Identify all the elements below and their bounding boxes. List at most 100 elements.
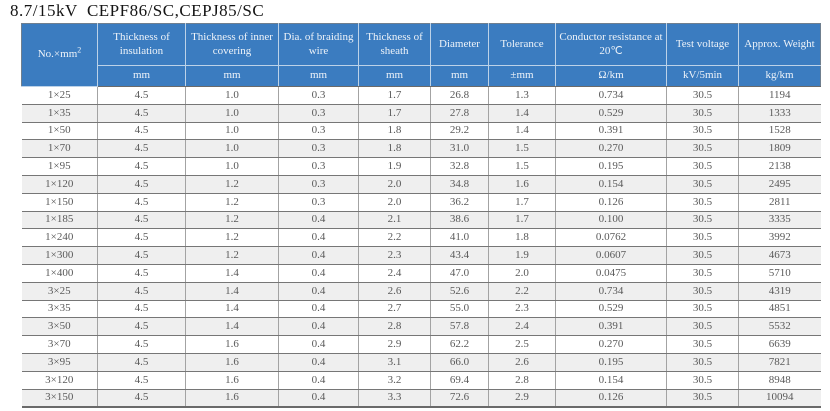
value-cell: 1.3	[488, 86, 556, 105]
table-row: 3×25 4.5 1.4 0.4 2.6 52.6 2.2 0.734 30.5 4319	[21, 281, 821, 301]
value-cell: 2.0	[358, 192, 431, 212]
value-cell: 4319	[738, 281, 821, 301]
value-cell: 36.2	[430, 192, 489, 212]
column-header: Test voltage	[666, 23, 739, 66]
value-cell: 4.5	[97, 228, 186, 248]
value-cell: 1.0	[185, 103, 279, 123]
value-cell: 1.4	[488, 103, 556, 123]
value-cell: 0.3	[278, 121, 359, 141]
column-header: Conductor resistance at 20℃	[555, 23, 667, 66]
size-cell: 3×35	[21, 299, 98, 319]
value-cell: 30.5	[666, 281, 739, 301]
value-cell: 0.3	[278, 157, 359, 176]
value-cell: 4.5	[97, 263, 186, 283]
table-header: No.×mm2 Thickness of insulation Thickness …	[21, 23, 821, 87]
value-cell: 0.126	[555, 388, 667, 409]
value-cell: 2.4	[358, 263, 431, 283]
value-cell: 2.2	[488, 281, 556, 301]
value-cell: 30.5	[666, 174, 739, 194]
size-cell: 1×50	[21, 121, 98, 141]
value-cell: 1.6	[488, 174, 556, 194]
value-cell: 4.5	[97, 210, 186, 230]
value-cell: 1.2	[185, 246, 279, 265]
column-unit: mm	[358, 65, 431, 87]
table-row: 1×300 4.5 1.2 0.4 2.3 43.4 1.9 0.0607 30.5 4673	[21, 246, 821, 265]
value-cell: 43.4	[430, 246, 489, 265]
value-cell: 4.5	[97, 103, 186, 123]
value-cell: 3.2	[358, 370, 431, 390]
value-cell: 0.4	[278, 370, 359, 390]
table-row: 1×400 4.5 1.4 0.4 2.4 47.0 2.0 0.0475 30.5 5710	[21, 263, 821, 283]
value-cell: 30.5	[666, 157, 739, 176]
column-header: Thickness of sheath	[358, 23, 431, 66]
cable-spec-table: No.×mm2 Thickness of insulation Thickness …	[21, 23, 821, 409]
value-cell: 1.0	[185, 86, 279, 105]
table-row: 3×120 4.5 1.6 0.4 3.2 69.4 2.8 0.154 30.5 8948	[21, 370, 821, 390]
table-row: 1×95 4.5 1.0 0.3 1.9 32.8 1.5 0.195 30.5 2138	[21, 157, 821, 176]
value-cell: 0.100	[555, 210, 667, 230]
value-cell: 1.9	[488, 246, 556, 265]
table-row: 1×25 4.5 1.0 0.3 1.7 26.8 1.3 0.734 30.5 1194	[21, 86, 821, 105]
value-cell: 0.529	[555, 299, 667, 319]
value-cell: 2.2	[358, 228, 431, 248]
value-cell: 8948	[738, 370, 821, 390]
value-cell: 30.5	[666, 139, 739, 159]
size-cell: 1×185	[21, 210, 98, 230]
value-cell: 29.2	[430, 121, 489, 141]
size-cell: 3×120	[21, 370, 98, 390]
value-cell: 1809	[738, 139, 821, 159]
value-cell: 2.6	[488, 352, 556, 372]
value-cell: 2.9	[488, 388, 556, 409]
value-cell: 4.5	[97, 139, 186, 159]
value-cell: 1.7	[358, 86, 431, 105]
value-cell: 5532	[738, 317, 821, 337]
value-cell: 4.5	[97, 370, 186, 390]
value-cell: 0.391	[555, 317, 667, 337]
value-cell: 0.4	[278, 335, 359, 354]
value-cell: 0.4	[278, 228, 359, 248]
value-cell: 6639	[738, 335, 821, 354]
value-cell: 30.5	[666, 192, 739, 212]
value-cell: 1.8	[488, 228, 556, 248]
value-cell: 1.9	[358, 157, 431, 176]
value-cell: 0.3	[278, 103, 359, 123]
value-cell: 1.0	[185, 157, 279, 176]
value-cell: 1.7	[488, 192, 556, 212]
value-cell: 30.5	[666, 86, 739, 105]
value-cell: 0.270	[555, 335, 667, 354]
value-cell: 30.5	[666, 228, 739, 248]
value-cell: 30.5	[666, 370, 739, 390]
value-cell: 3335	[738, 210, 821, 230]
size-cell: 1×150	[21, 192, 98, 212]
value-cell: 4.5	[97, 157, 186, 176]
value-cell: 1.6	[185, 352, 279, 372]
size-cell: 1×240	[21, 228, 98, 248]
column-header: Tolerance	[488, 23, 556, 66]
value-cell: 1194	[738, 86, 821, 105]
value-cell: 10094	[738, 388, 821, 409]
table-row: 1×35 4.5 1.0 0.3 1.7 27.8 1.4 0.529 30.5 1333	[21, 103, 821, 123]
value-cell: 1.4	[488, 121, 556, 141]
value-cell: 0.3	[278, 174, 359, 194]
value-cell: 0.734	[555, 281, 667, 301]
value-cell: 1.2	[185, 228, 279, 248]
value-cell: 4.5	[97, 388, 186, 409]
value-cell: 52.6	[430, 281, 489, 301]
value-cell: 2.1	[358, 210, 431, 230]
value-cell: 0.3	[278, 139, 359, 159]
value-cell: 2.8	[488, 370, 556, 390]
value-cell: 30.5	[666, 388, 739, 409]
column-header: Diameter	[430, 23, 489, 66]
value-cell: 1.8	[358, 121, 431, 141]
value-cell: 2138	[738, 157, 821, 176]
value-cell: 2.3	[358, 246, 431, 265]
size-cell: 1×300	[21, 246, 98, 265]
value-cell: 5710	[738, 263, 821, 283]
value-cell: 0.4	[278, 263, 359, 283]
value-cell: 1333	[738, 103, 821, 123]
table-row: 1×240 4.5 1.2 0.4 2.2 41.0 1.8 0.0762 30.5 3992	[21, 228, 821, 248]
value-cell: 32.8	[430, 157, 489, 176]
value-cell: 38.6	[430, 210, 489, 230]
value-cell: 55.0	[430, 299, 489, 319]
column-unit: mm	[185, 65, 279, 87]
